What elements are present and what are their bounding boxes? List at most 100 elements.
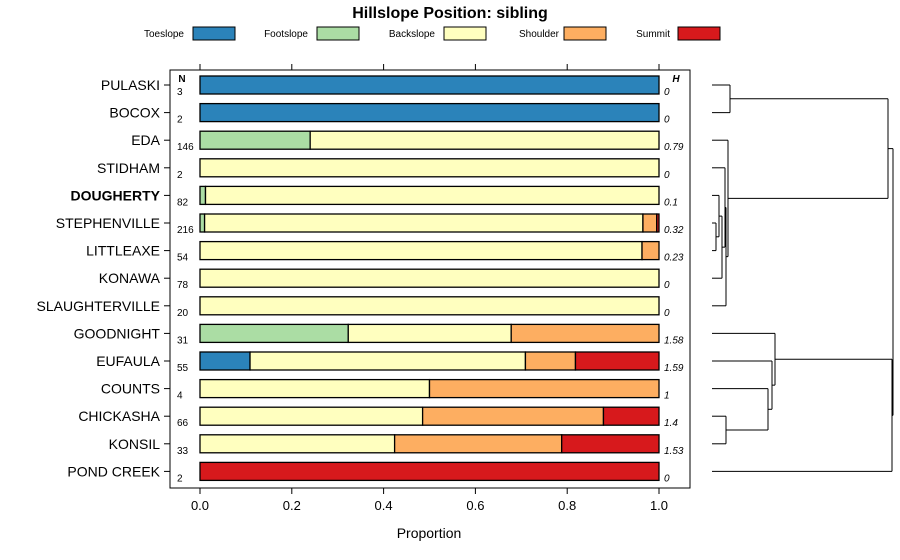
row-n-value: 31 xyxy=(177,335,189,346)
row-n-value: 3 xyxy=(177,87,183,98)
bar-segment-summit xyxy=(602,406,660,426)
bar-segment-backslope xyxy=(203,213,644,233)
legend-label-footslope: Footslope xyxy=(264,29,308,40)
row-h-value: 1.59 xyxy=(664,363,684,374)
row-n-value: 146 xyxy=(177,142,194,153)
bar-segment-summit xyxy=(561,434,660,454)
x-tick-label: 0.2 xyxy=(283,498,301,513)
row-slaughterville: SLAUGHTERVILLE 20 0 xyxy=(37,296,670,319)
bar-segment-footslope xyxy=(199,130,311,150)
row-n-value: 216 xyxy=(177,225,194,236)
legend-label-backslope: Backslope xyxy=(389,29,436,40)
bar-segment-toeslope xyxy=(199,102,660,123)
bar-segment-toeslope xyxy=(199,75,660,95)
bar-segment-shoulder xyxy=(641,240,660,261)
bar-segment-backslope xyxy=(199,378,431,399)
x-axis-label: Proportion xyxy=(397,525,462,541)
legend-swatch-footslope xyxy=(316,26,360,41)
row-h-value: 0 xyxy=(664,308,670,319)
row-h-value: 0.1 xyxy=(664,197,678,208)
legend-label-shoulder: Shoulder xyxy=(519,29,560,40)
row-label: STEPHENVILLE xyxy=(56,215,160,231)
row-label: DOUGHERTY xyxy=(71,187,161,203)
row-label: EUFAULA xyxy=(96,353,160,369)
bar-segment-backslope xyxy=(199,268,660,288)
row-label: KONSIL xyxy=(109,436,161,452)
legend-swatch-shoulder xyxy=(563,26,607,41)
bar-segment-footslope xyxy=(199,185,207,206)
row-label: STIDHAM xyxy=(97,160,160,176)
bar-segment-footslope xyxy=(199,213,206,233)
row-goodnight: GOODNIGHT 31 1.58 xyxy=(74,323,684,346)
row-h-value: 1 xyxy=(664,391,670,402)
row-n-value: 82 xyxy=(177,197,189,208)
bar-segment-backslope xyxy=(204,185,660,206)
row-h-value: 0 xyxy=(664,473,670,484)
bar-segment-summit xyxy=(199,461,660,482)
row-h-value: 1.58 xyxy=(664,335,684,346)
row-label: PULASKI xyxy=(101,77,160,93)
bar-segment-shoulder xyxy=(510,323,660,344)
row-n-value: 4 xyxy=(177,391,183,402)
h-column-header: H xyxy=(672,74,680,85)
row-n-value: 78 xyxy=(177,280,189,291)
bar-segment-backslope xyxy=(199,296,660,316)
row-eufaula: EUFAULA 55 1.59 xyxy=(96,351,684,374)
bar-segment-backslope xyxy=(249,351,527,371)
bar-segment-backslope xyxy=(347,323,512,344)
row-n-value: 2 xyxy=(177,115,183,126)
x-tick-label: 0.6 xyxy=(466,498,484,513)
row-konawa: KONAWA 78 0 xyxy=(99,268,670,291)
bar-segment-backslope xyxy=(199,406,424,426)
legend-swatch-toeslope xyxy=(192,26,236,41)
legend-label-summit: Summit xyxy=(636,29,670,40)
bar-segment-footslope xyxy=(199,323,349,344)
row-h-value: 0.23 xyxy=(664,253,684,264)
row-label: BOCOX xyxy=(109,105,160,121)
row-h-value: 1.53 xyxy=(664,446,684,457)
row-n-value: 55 xyxy=(177,363,189,374)
n-column-header: N xyxy=(178,74,185,85)
legend-label-toeslope: Toeslope xyxy=(144,29,184,40)
row-label: GOODNIGHT xyxy=(74,325,161,341)
row-h-value: 0.79 xyxy=(664,142,684,153)
row-n-value: 2 xyxy=(177,473,183,484)
bar-segment-shoulder xyxy=(393,434,563,454)
x-tick-label: 0.4 xyxy=(375,498,393,513)
row-label: POND CREEK xyxy=(67,463,160,479)
row-h-value: 0 xyxy=(664,115,670,126)
row-label: EDA xyxy=(131,132,160,148)
bar-segment-backslope xyxy=(199,434,396,454)
legend-swatch-summit xyxy=(677,26,721,41)
x-tick-label: 0.0 xyxy=(191,498,209,513)
bar-segment-backslope xyxy=(199,158,660,178)
bar-segment-shoulder xyxy=(642,213,658,233)
row-n-value: 54 xyxy=(177,253,189,264)
row-n-value: 2 xyxy=(177,170,183,181)
row-h-value: 0.32 xyxy=(664,225,684,236)
row-h-value: 0 xyxy=(664,280,670,291)
row-n-value: 20 xyxy=(177,308,189,319)
row-dougherty: DOUGHERTY 82 0.1 xyxy=(71,185,678,208)
chart-title: Hillslope Position: sibling xyxy=(352,5,548,22)
bar-segment-shoulder xyxy=(428,378,660,399)
bar-segment-toeslope xyxy=(199,351,251,371)
x-tick-label: 0.8 xyxy=(558,498,576,513)
row-bocox: BOCOX 2 0 xyxy=(109,102,670,126)
row-littleaxe: LITTLEAXE 54 0.23 xyxy=(86,240,684,264)
x-axis: 0.0 0.2 0.4 0.6 0.8 1.0 xyxy=(191,64,668,513)
bar-segment-shoulder xyxy=(524,351,577,371)
row-label: COUNTS xyxy=(101,381,160,397)
row-eda: EDA 146 0.79 xyxy=(131,130,684,153)
bar-segment-shoulder xyxy=(421,406,605,426)
plot-frame xyxy=(169,69,691,489)
row-chickasha: CHICKASHA 66 1.4 xyxy=(78,406,678,429)
row-counts: COUNTS 4 1 xyxy=(101,378,670,402)
legend: Toeslope Footslope Backslope Shoulder Summit xyxy=(144,26,721,41)
x-tick-label: 1.0 xyxy=(650,498,668,513)
bar-segment-backslope xyxy=(309,130,660,150)
row-h-value: 0 xyxy=(664,170,670,181)
row-label: LITTLEAXE xyxy=(86,243,160,259)
